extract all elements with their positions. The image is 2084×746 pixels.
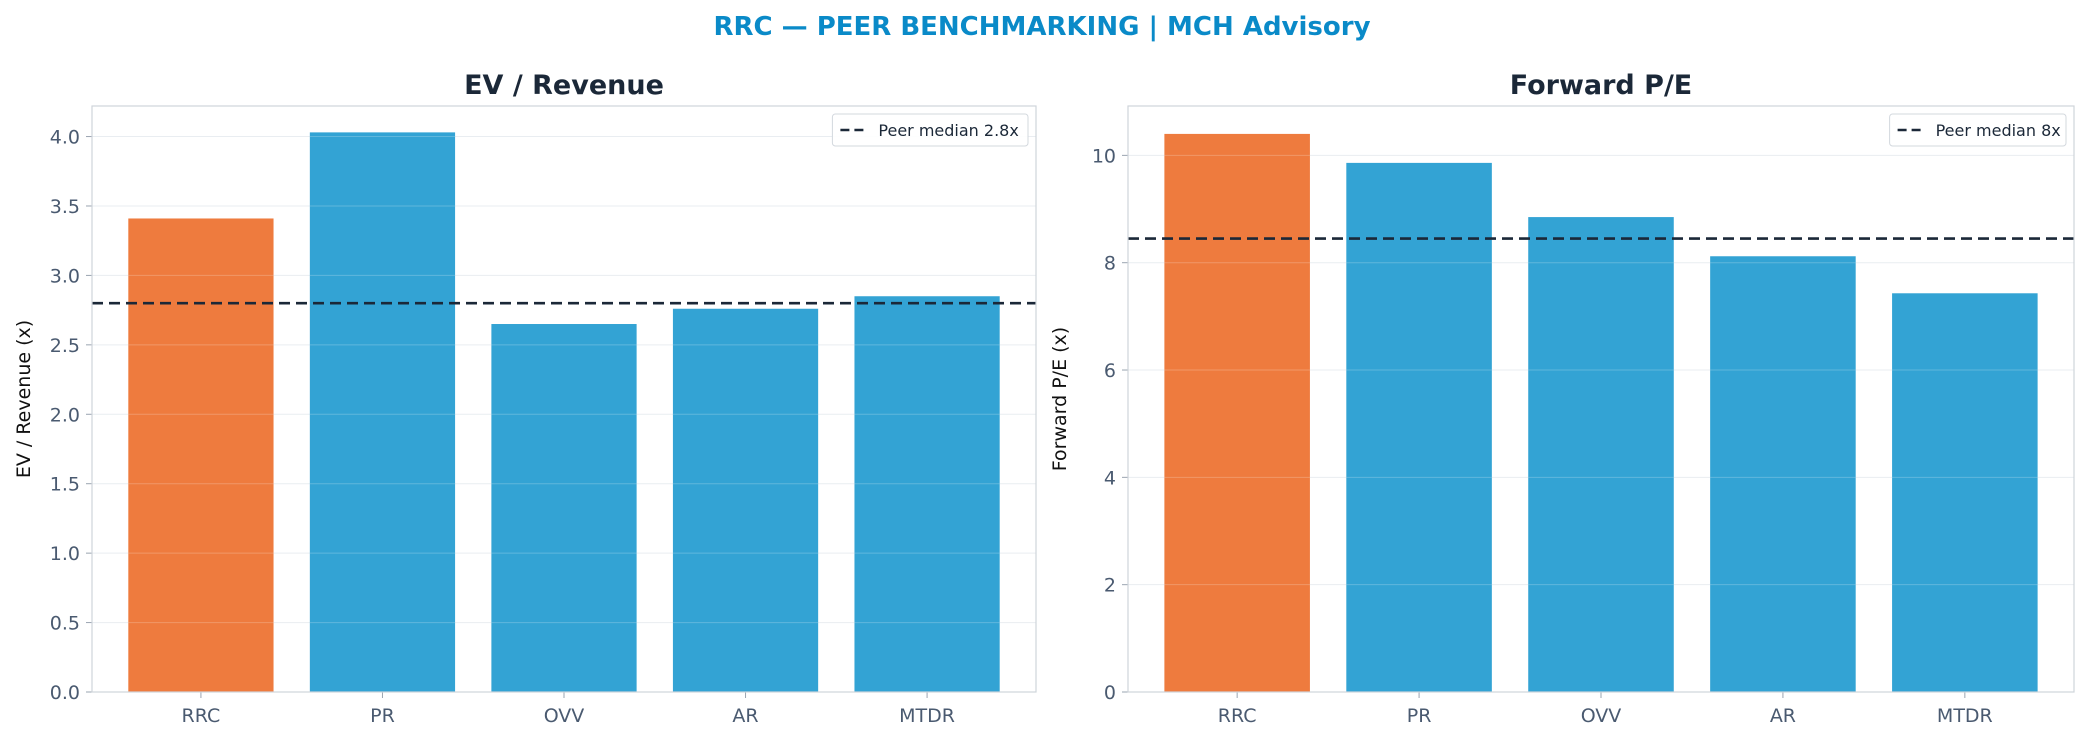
- axes-frame: [1127, 105, 2075, 693]
- y-axis-label: Forward P/E (x): [1049, 327, 1071, 471]
- y-tick-label: 4.0: [50, 127, 80, 149]
- x-tick-label: MTDR: [899, 705, 955, 727]
- figure-title: RRC — PEER BENCHMARKING | MCH Advisory: [713, 12, 1370, 42]
- bar-mtdr: [854, 296, 1000, 692]
- x-tick-label: RRC: [182, 705, 221, 727]
- legend-label: Peer median 2.8x: [878, 121, 1018, 140]
- y-tick-label: 1.0: [50, 543, 80, 565]
- bar-ar: [1710, 256, 1856, 692]
- bar-ovv: [1528, 217, 1674, 693]
- y-tick-label: 0.0: [50, 682, 80, 704]
- panel-title: EV / Revenue: [464, 70, 664, 101]
- legend-box: [831, 113, 1029, 147]
- x-tick-label: MTDR: [1937, 705, 1993, 727]
- y-tick-label: 0: [1104, 682, 1116, 704]
- bar-ovv: [491, 324, 637, 692]
- y-tick-label: 2: [1104, 575, 1116, 597]
- legend: Peer median 2.8x: [831, 113, 1029, 147]
- x-tick-label: AR: [732, 705, 758, 727]
- y-tick-label: 8: [1104, 253, 1116, 275]
- bar-pr: [1346, 162, 1492, 692]
- legend-box: [1889, 113, 2067, 147]
- y-tick-label: 2.5: [50, 335, 80, 357]
- bar-pr: [309, 132, 456, 692]
- chart-panel-1: RRC PR OVV AR MTDR 0 2 4 6 8 10 Forward P/E Forward …: [1049, 70, 2075, 727]
- x-tick-label: PR: [1407, 705, 1432, 727]
- y-tick-label: 1.5: [50, 474, 80, 496]
- y-tick-label: 6: [1104, 360, 1116, 382]
- y-tick-label: 3.5: [50, 196, 80, 218]
- bar-mtdr: [1892, 293, 2038, 692]
- axes-frame: [91, 105, 1037, 693]
- bar-ar: [672, 308, 819, 692]
- y-tick-label: 4: [1104, 467, 1116, 489]
- y-tick-label: 3.0: [50, 265, 80, 287]
- y-tick-label: 0.5: [50, 613, 80, 635]
- y-tick-label: 10: [1092, 145, 1116, 167]
- legend: Peer median 8x: [1889, 113, 2067, 147]
- chart-panel-0: RRC PR OVV AR MTDR 0.0 0.5 1.0 1.5 2.0 2.5 3.0 3.5 4.…: [13, 70, 1037, 727]
- y-tick-label: 2.0: [50, 404, 80, 426]
- panel-title: Forward P/E: [1510, 70, 1693, 101]
- y-axis-label: EV / Revenue (x): [13, 320, 35, 478]
- x-tick-label: OVV: [1581, 705, 1622, 727]
- bar-rrc: [1164, 133, 1310, 692]
- legend-label: Peer median 8x: [1936, 121, 2061, 140]
- x-tick-label: OVV: [544, 705, 585, 727]
- bar-rrc: [128, 218, 274, 692]
- x-tick-label: RRC: [1218, 705, 1257, 727]
- x-tick-label: AR: [1770, 705, 1796, 727]
- x-tick-label: PR: [370, 705, 395, 727]
